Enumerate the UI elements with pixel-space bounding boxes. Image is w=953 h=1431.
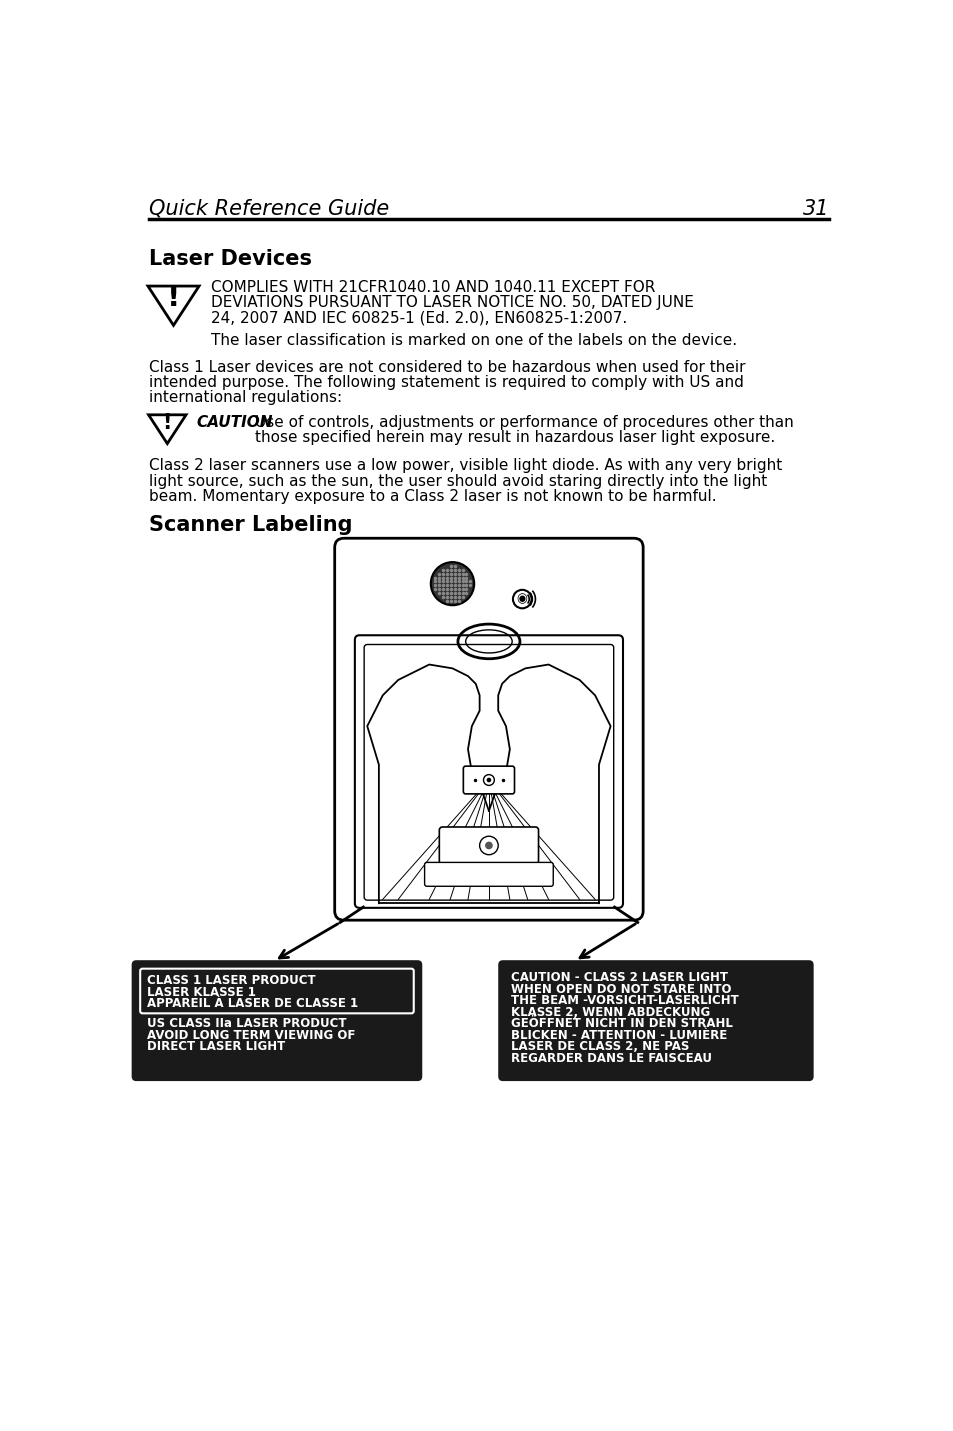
FancyBboxPatch shape	[132, 960, 422, 1080]
Circle shape	[486, 777, 491, 783]
Text: GEÖFFNET NICHT IN DEN STRAHL: GEÖFFNET NICHT IN DEN STRAHL	[510, 1017, 732, 1030]
FancyBboxPatch shape	[497, 960, 813, 1080]
Text: international regulations:: international regulations:	[149, 391, 341, 405]
Text: Class 2 laser scanners use a low power, visible light diode. As with any very br: Class 2 laser scanners use a low power, …	[149, 458, 781, 474]
Text: Class 1 Laser devices are not considered to be hazardous when used for their: Class 1 Laser devices are not considered…	[149, 359, 744, 375]
Text: BLICKEN - ATTENTION - LUMIÈRE: BLICKEN - ATTENTION - LUMIÈRE	[510, 1029, 726, 1042]
Text: The laser classification is marked on one of the labels on the device.: The laser classification is marked on on…	[211, 333, 736, 348]
Text: Scanner Labeling: Scanner Labeling	[149, 515, 352, 535]
Text: DIRECT LASER LIGHT: DIRECT LASER LIGHT	[147, 1040, 285, 1053]
Text: 31: 31	[801, 199, 828, 219]
Text: ◉: ◉	[517, 592, 527, 605]
FancyBboxPatch shape	[355, 635, 622, 907]
FancyBboxPatch shape	[140, 969, 414, 1013]
FancyBboxPatch shape	[439, 827, 537, 864]
Text: intended purpose. The following statement is required to comply with US and: intended purpose. The following statemen…	[149, 375, 742, 391]
Text: THE BEAM -VORSICHT-LASERLICHT: THE BEAM -VORSICHT-LASERLICHT	[510, 995, 738, 1007]
FancyBboxPatch shape	[364, 644, 613, 900]
Text: KLASSE 2, WENN ABDECKUNG: KLASSE 2, WENN ABDECKUNG	[510, 1006, 709, 1019]
FancyBboxPatch shape	[424, 863, 553, 886]
Text: AVOID LONG TERM VIEWING OF: AVOID LONG TERM VIEWING OF	[147, 1029, 355, 1042]
Text: 24, 2007 AND IEC 60825-1 (Ed. 2.0), EN60825-1:2007.: 24, 2007 AND IEC 60825-1 (Ed. 2.0), EN60…	[211, 311, 626, 325]
Text: US CLASS IIa LASER PRODUCT: US CLASS IIa LASER PRODUCT	[147, 1017, 346, 1030]
Text: Use of controls, adjustments or performance of procedures other than: Use of controls, adjustments or performa…	[254, 415, 793, 431]
Text: !: !	[162, 414, 172, 434]
Text: APPAREIL À LASER DE CLASSE 1: APPAREIL À LASER DE CLASSE 1	[147, 997, 358, 1010]
FancyBboxPatch shape	[463, 766, 514, 794]
Text: LASER KLASSE 1: LASER KLASSE 1	[147, 986, 255, 999]
Text: Laser Devices: Laser Devices	[149, 249, 312, 269]
Text: !: !	[167, 283, 180, 312]
Text: WHEN OPEN DO NOT STARE INTO: WHEN OPEN DO NOT STARE INTO	[510, 983, 730, 996]
Text: CAUTION: CAUTION	[196, 415, 273, 431]
Circle shape	[484, 841, 493, 850]
Text: DEVIATIONS PURSUANT TO LASER NOTICE NO. 50, DATED JUNE: DEVIATIONS PURSUANT TO LASER NOTICE NO. …	[211, 295, 693, 311]
Text: COMPLIES WITH 21CFR1040.10 AND 1040.11 EXCEPT FOR: COMPLIES WITH 21CFR1040.10 AND 1040.11 E…	[211, 279, 655, 295]
Text: those specified herein may result in hazardous laser light exposure.: those specified herein may result in haz…	[254, 431, 774, 445]
Text: Quick Reference Guide: Quick Reference Guide	[149, 199, 389, 219]
Text: beam. Momentary exposure to a Class 2 laser is not known to be harmful.: beam. Momentary exposure to a Class 2 la…	[149, 489, 716, 504]
FancyBboxPatch shape	[335, 538, 642, 920]
Text: CAUTION - CLASS 2 LASER LIGHT: CAUTION - CLASS 2 LASER LIGHT	[510, 972, 727, 985]
Circle shape	[431, 562, 474, 605]
Text: LASER DE CLASS 2, NE PAS: LASER DE CLASS 2, NE PAS	[510, 1040, 688, 1053]
Text: REGARDER DANS LE FAISCEAU: REGARDER DANS LE FAISCEAU	[510, 1052, 711, 1065]
Text: CLASS 1 LASER PRODUCT: CLASS 1 LASER PRODUCT	[147, 975, 315, 987]
Text: light source, such as the sun, the user should avoid staring directly into the l: light source, such as the sun, the user …	[149, 474, 766, 488]
